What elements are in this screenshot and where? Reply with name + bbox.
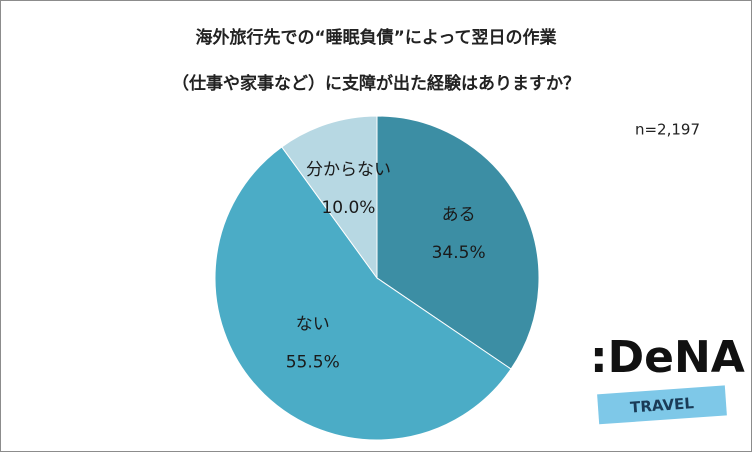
logo-brand: :DeNA bbox=[590, 332, 745, 383]
pie-slice bbox=[214, 146, 512, 441]
chart-title: （仕事や家事など）に支障が出た経験はありますか？ bbox=[172, 73, 580, 94]
slice-label: 分からない bbox=[306, 160, 391, 180]
value-label: 34.5% bbox=[432, 243, 486, 263]
logo-sub: TRAVEL bbox=[630, 394, 695, 416]
chart-title: 海外旅行先での“睡眠負債”によって翌日の作業 bbox=[196, 27, 557, 48]
logo: :DeNA TRAVEL bbox=[590, 332, 745, 425]
value-label: 10.0% bbox=[321, 198, 375, 218]
value-label: 55.5% bbox=[286, 352, 340, 372]
pie-slice bbox=[376, 115, 540, 370]
slice-label: ない bbox=[296, 314, 330, 334]
slice-label: ある bbox=[442, 205, 476, 225]
pie-slice bbox=[281, 115, 378, 280]
logo-band-bg bbox=[597, 385, 727, 425]
logo-band: TRAVEL bbox=[597, 385, 727, 425]
annotation: n=2,197 bbox=[635, 121, 700, 139]
